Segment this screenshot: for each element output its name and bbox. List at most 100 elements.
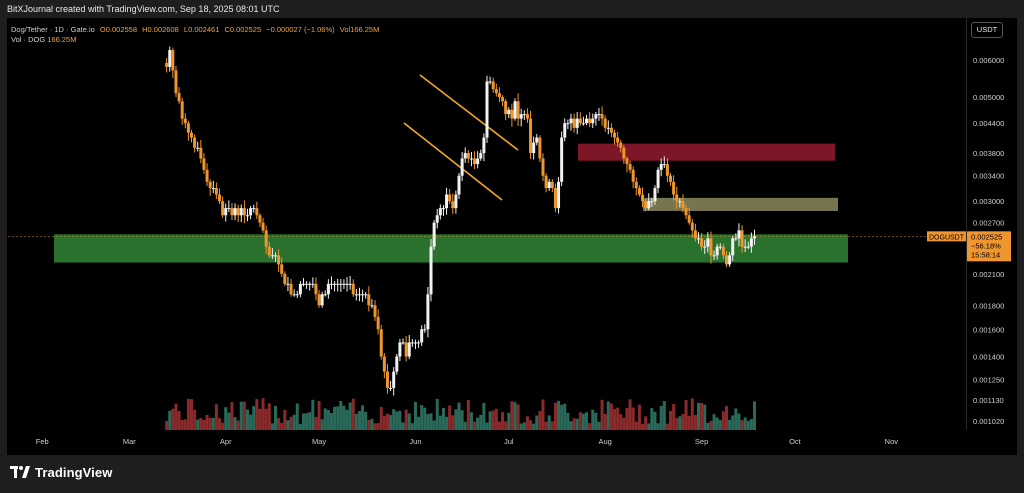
volume-bar	[749, 418, 753, 430]
symbol-name[interactable]: Dog/Tether · 1D · Gate.io	[11, 25, 95, 34]
volume-bar	[413, 401, 417, 430]
candle	[581, 123, 585, 125]
candle	[242, 208, 246, 216]
channel-upper-line	[419, 74, 519, 151]
candle	[672, 181, 676, 195]
candle	[466, 153, 470, 159]
candle	[690, 222, 694, 231]
volume-bar	[420, 404, 424, 430]
volume-bar	[286, 420, 290, 430]
volume-bar	[690, 398, 694, 430]
candle	[429, 246, 433, 295]
volume-bar	[221, 422, 225, 430]
candle	[740, 230, 744, 247]
volume-bar	[193, 409, 197, 430]
candle	[236, 208, 240, 216]
volume-bar	[429, 413, 433, 430]
candle	[320, 294, 324, 306]
volume-bar	[361, 405, 365, 430]
volume-bar	[585, 412, 589, 430]
candle	[547, 181, 551, 189]
x-tick-label: Feb	[36, 437, 49, 446]
volume-bar	[541, 399, 545, 430]
volume-bar	[675, 418, 679, 430]
volume-bar	[665, 423, 669, 430]
volume-bar	[246, 409, 249, 430]
volume-bar	[510, 401, 514, 430]
volume-bar	[731, 415, 735, 430]
candle	[273, 255, 277, 257]
volume-bar	[348, 402, 352, 430]
volume-bar	[211, 417, 215, 430]
candle	[469, 158, 473, 160]
volume-bar	[295, 403, 299, 430]
volume-bar	[488, 411, 492, 430]
volume-label[interactable]: Vol · DOG	[11, 35, 46, 44]
candle	[255, 208, 259, 216]
candle	[560, 137, 564, 182]
candle	[205, 169, 209, 182]
volume-bar	[186, 398, 190, 430]
volume-bar	[466, 400, 470, 430]
candle	[569, 118, 573, 124]
candle	[395, 356, 399, 372]
candle	[168, 50, 172, 67]
candle	[426, 294, 430, 330]
volume-bar	[292, 414, 296, 430]
brand-name: TradingView	[35, 464, 113, 480]
x-tick-label: Jun	[409, 437, 421, 446]
volume-bar	[317, 401, 321, 430]
volume-bar	[190, 399, 194, 430]
volume-bar	[258, 408, 262, 430]
candle	[326, 283, 330, 295]
tradingview-logo[interactable]: TradingView	[10, 464, 112, 480]
candle	[557, 181, 561, 209]
candle	[538, 137, 542, 159]
volume-bar	[553, 402, 557, 430]
currency-button[interactable]: USDT	[971, 22, 1003, 38]
candle	[171, 50, 175, 71]
ohlc-legend: Dog/Tether · 1D · Gate.io O0.002558 H0.0…	[11, 25, 382, 34]
volume-bar	[737, 413, 741, 430]
candle	[491, 81, 495, 90]
volume-bar	[445, 416, 449, 430]
volume-bar	[581, 413, 585, 430]
volume-bar	[522, 422, 526, 430]
volume-bar	[525, 416, 529, 430]
candle	[351, 283, 355, 295]
volume-bar	[202, 420, 206, 430]
change-value: −0.000027 (−1.06%)	[266, 25, 335, 34]
candle	[529, 118, 533, 154]
volume-bar	[174, 403, 178, 430]
candle	[625, 158, 629, 165]
volume-bar	[239, 401, 243, 430]
candle	[566, 123, 570, 125]
volume-bar	[613, 409, 617, 430]
candle	[323, 294, 327, 296]
candle	[420, 329, 424, 343]
candle	[613, 132, 617, 138]
volume-bar	[653, 411, 657, 430]
volume-bar	[379, 406, 383, 430]
volume-bar	[370, 418, 374, 430]
candle	[208, 181, 212, 189]
volume-bar	[230, 402, 234, 430]
candle	[669, 175, 673, 182]
candle	[342, 283, 346, 285]
candle	[311, 283, 315, 285]
candle	[752, 236, 756, 239]
candle	[230, 208, 234, 216]
candle	[398, 342, 402, 357]
candle	[423, 329, 427, 331]
candle	[221, 201, 225, 216]
volume-bar	[451, 415, 455, 430]
volume-bar	[535, 415, 539, 430]
volume-bar	[650, 408, 654, 430]
volume-bar	[591, 409, 595, 430]
candle	[507, 109, 511, 115]
candle	[202, 158, 206, 170]
candle	[190, 132, 194, 138]
volume-bar	[712, 414, 716, 430]
volume-bar	[494, 408, 498, 430]
